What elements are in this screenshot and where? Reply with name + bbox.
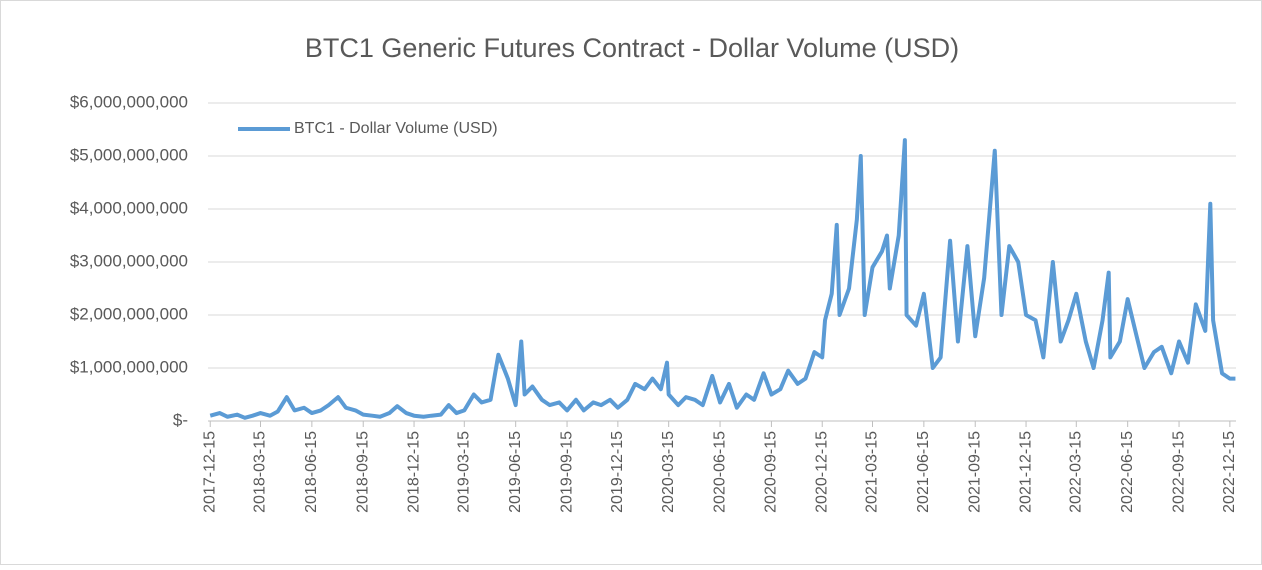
x-tick-label: 2017-12-15	[201, 431, 218, 513]
x-tick-label: 2018-03-15	[252, 431, 269, 513]
legend-label: BTC1 - Dollar Volume (USD)	[294, 120, 498, 137]
x-tick-label: 2019-03-15	[456, 431, 473, 513]
x-tick-label: 2020-09-15	[763, 431, 780, 513]
x-tick-label: 2018-12-15	[405, 431, 422, 513]
x-tick-label: 2020-03-15	[660, 431, 677, 513]
x-tick-label: 2018-09-15	[354, 431, 371, 513]
series-line	[209, 138, 1236, 420]
x-tick-label: 2022-03-15	[1068, 431, 1085, 513]
x-tick-label: 2020-12-15	[813, 431, 830, 513]
y-tick-label: $1,000,000,000	[70, 357, 188, 376]
x-tick-label: 2021-06-15	[915, 431, 932, 513]
x-tick-label: 2020-06-15	[711, 431, 728, 513]
x-tick-label: 2022-12-15	[1221, 431, 1238, 513]
y-tick-label: $3,000,000,000	[70, 251, 188, 270]
y-tick-label: $6,000,000,000	[70, 92, 188, 111]
x-tick-label: 2021-09-15	[966, 431, 983, 513]
x-tick-label: 2022-06-15	[1119, 431, 1136, 513]
x-tick-label: 2021-03-15	[864, 431, 881, 513]
x-tick-label: 2022-09-15	[1170, 431, 1187, 513]
x-tick-label: 2021-12-15	[1017, 431, 1034, 513]
x-tick-label: 2019-12-15	[609, 431, 626, 513]
x-tick-label: 2019-06-15	[507, 431, 524, 513]
y-tick-label: $-	[173, 410, 188, 429]
x-tick-label: 2018-06-15	[303, 431, 320, 513]
y-tick-label: $2,000,000,000	[70, 304, 188, 323]
chart-title: BTC1 Generic Futures Contract - Dollar V…	[305, 33, 959, 63]
y-tick-label: $4,000,000,000	[70, 198, 188, 217]
x-tick-label: 2019-09-15	[558, 431, 575, 513]
y-tick-label: $5,000,000,000	[70, 145, 188, 164]
